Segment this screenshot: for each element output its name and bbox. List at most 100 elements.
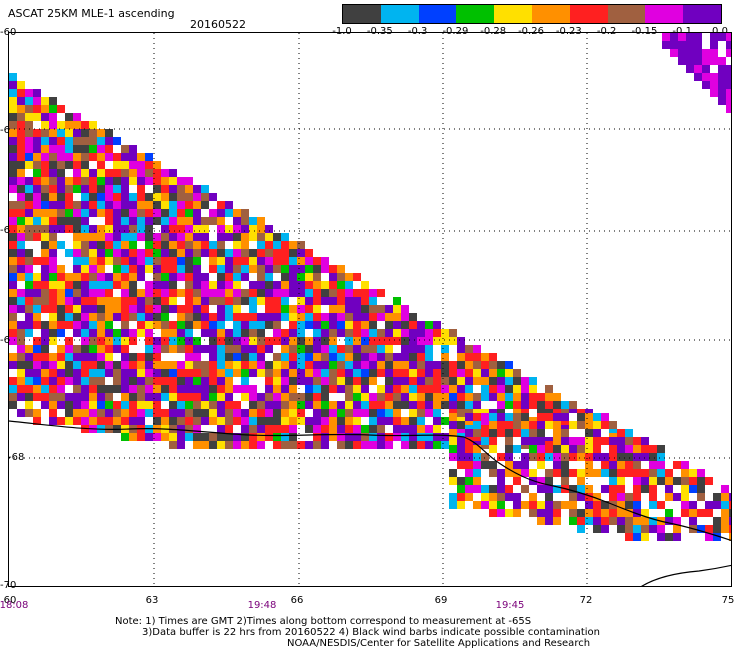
data-cell: [161, 305, 169, 313]
data-cell: [377, 321, 385, 329]
data-cell: [686, 57, 694, 65]
data-cell: [201, 401, 209, 409]
data-cell: [345, 385, 353, 393]
data-cell: [441, 337, 449, 345]
data-cell: [697, 469, 705, 477]
data-cell: [521, 401, 529, 409]
data-cell: [521, 429, 529, 437]
data-cell: [289, 329, 297, 337]
data-cell: [225, 257, 233, 265]
data-cell: [49, 257, 57, 265]
data-cell: [177, 185, 185, 193]
data-cell: [41, 121, 49, 129]
data-cell: [17, 353, 25, 361]
data-cell: [257, 401, 265, 409]
data-cell: [625, 525, 633, 533]
data-cell: [513, 477, 521, 485]
colorbar-label: -0.1: [672, 26, 692, 37]
data-cell: [185, 257, 193, 265]
data-cell: [537, 429, 545, 437]
data-cell: [137, 225, 145, 233]
data-cell: [393, 417, 401, 425]
data-cell: [73, 353, 81, 361]
data-cell: [169, 377, 177, 385]
data-cell: [113, 377, 121, 385]
colorbar-label: -0.3: [407, 26, 428, 37]
data-cell: [265, 393, 273, 401]
data-cell: [17, 345, 25, 353]
data-cell: [209, 289, 217, 297]
data-cell: [609, 437, 617, 445]
data-cell: [73, 369, 81, 377]
data-cell: [281, 377, 289, 385]
data-cell: [193, 209, 201, 217]
data-cell: [689, 517, 697, 525]
data-cell: [305, 329, 313, 337]
data-cell: [289, 305, 297, 313]
data-cell: [217, 241, 225, 249]
data-cell: [41, 401, 49, 409]
data-cell: [241, 409, 249, 417]
data-cell: [726, 89, 731, 97]
data-cell: [217, 409, 225, 417]
data-cell: [377, 353, 385, 361]
data-cell: [289, 409, 297, 417]
data-cell: [465, 445, 473, 453]
data-cell: [345, 297, 353, 305]
data-cell: [113, 353, 121, 361]
data-cell: [241, 217, 249, 225]
data-cell: [369, 433, 377, 441]
data-cell: [121, 225, 129, 233]
data-cell: [209, 433, 217, 441]
data-cell: [257, 337, 265, 345]
data-cell: [9, 345, 17, 353]
data-cell: [241, 209, 249, 217]
data-cell: [249, 217, 257, 225]
data-cell: [25, 121, 33, 129]
colorbar-swatch: [683, 5, 721, 23]
data-cell: [121, 177, 129, 185]
data-cell: [161, 329, 169, 337]
data-cell: [121, 417, 129, 425]
data-cell: [25, 153, 33, 161]
data-cell: [297, 273, 305, 281]
data-cell: [33, 209, 41, 217]
data-cell: [169, 233, 177, 241]
data-cell: [633, 453, 641, 461]
data-cell: [273, 241, 281, 249]
data-cell: [521, 477, 529, 485]
data-cell: [249, 353, 257, 361]
data-cell: [121, 265, 129, 273]
data-cell: [169, 225, 177, 233]
data-cell: [41, 297, 49, 305]
data-cell: [249, 417, 257, 425]
data-cell: [105, 289, 113, 297]
data-cell: [662, 33, 670, 41]
data-cell: [9, 81, 17, 89]
data-cell: [33, 409, 41, 417]
data-cell: [121, 361, 129, 369]
data-cell: [25, 169, 33, 177]
data-cell: [249, 369, 257, 377]
data-cell: [177, 305, 185, 313]
data-cell: [25, 337, 33, 345]
data-cell: [57, 305, 65, 313]
data-cell: [105, 321, 113, 329]
data-cell: [217, 313, 225, 321]
data-cell: [657, 469, 665, 477]
data-cell: [49, 305, 57, 313]
data-cell: [129, 233, 137, 241]
data-cell: [33, 377, 41, 385]
x-tick-label: 75: [721, 595, 735, 606]
data-cell: [673, 525, 681, 533]
data-cell: [105, 185, 113, 193]
data-cell: [433, 441, 441, 449]
data-cell: [145, 433, 153, 441]
data-cell: [9, 73, 17, 81]
data-cell: [481, 385, 489, 393]
data-cell: [81, 401, 89, 409]
data-cell: [25, 225, 33, 233]
data-cell: [393, 425, 401, 433]
data-cell: [569, 437, 577, 445]
data-cell: [273, 433, 281, 441]
